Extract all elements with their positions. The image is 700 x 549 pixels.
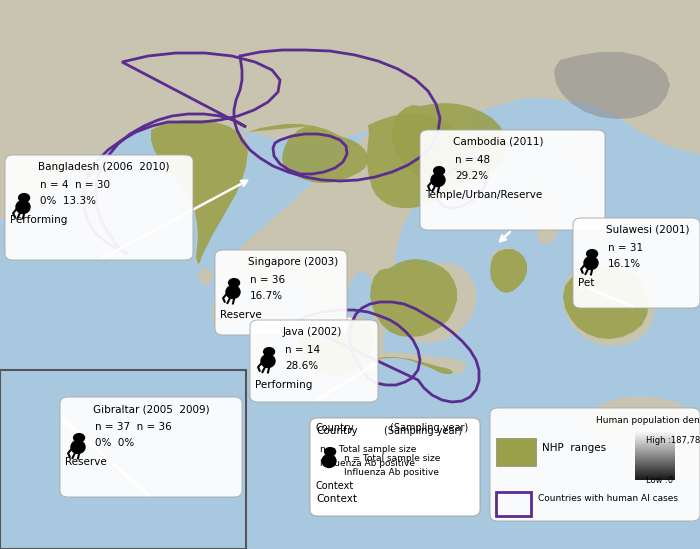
Text: n = 36: n = 36	[250, 275, 285, 285]
Text: n = Total sample size: n = Total sample size	[320, 445, 416, 454]
Text: n = 4  n = 30: n = 4 n = 30	[40, 180, 110, 190]
FancyBboxPatch shape	[5, 155, 193, 260]
Text: Low :0: Low :0	[646, 476, 673, 485]
Text: Gibraltar (2005  2009): Gibraltar (2005 2009)	[93, 404, 209, 414]
Polygon shape	[619, 60, 653, 93]
Text: Country: Country	[316, 426, 358, 436]
Text: Human population density: Human population density	[596, 416, 700, 425]
Text: n = Total sample size: n = Total sample size	[344, 454, 440, 463]
Circle shape	[433, 166, 445, 176]
Text: (Sampling year): (Sampling year)	[384, 426, 462, 436]
Polygon shape	[362, 352, 466, 374]
Polygon shape	[572, 138, 591, 166]
Text: n = 31: n = 31	[608, 243, 643, 253]
Text: 29.2%: 29.2%	[455, 171, 488, 181]
Ellipse shape	[260, 354, 276, 368]
Text: NHP  ranges: NHP ranges	[542, 443, 606, 453]
Polygon shape	[554, 52, 670, 119]
Text: 16.7%: 16.7%	[250, 291, 283, 301]
FancyBboxPatch shape	[420, 130, 605, 230]
Circle shape	[73, 433, 85, 442]
FancyBboxPatch shape	[490, 408, 700, 521]
Polygon shape	[580, 396, 700, 470]
Polygon shape	[248, 124, 368, 183]
FancyBboxPatch shape	[573, 218, 700, 308]
Text: n = 48: n = 48	[455, 155, 490, 165]
Polygon shape	[659, 35, 677, 55]
Polygon shape	[525, 188, 553, 221]
FancyBboxPatch shape	[310, 418, 480, 516]
Text: Performing: Performing	[10, 215, 67, 225]
Text: Bangladesh (2006  2010): Bangladesh (2006 2010)	[38, 162, 169, 172]
Text: High :187,789: High :187,789	[646, 436, 700, 445]
Polygon shape	[490, 249, 527, 293]
Polygon shape	[297, 318, 375, 376]
Circle shape	[263, 347, 275, 357]
FancyBboxPatch shape	[310, 418, 480, 516]
Ellipse shape	[70, 440, 85, 454]
Polygon shape	[563, 266, 649, 339]
Text: Cambodia (2011): Cambodia (2011)	[453, 137, 543, 147]
Text: n = 37  n = 36: n = 37 n = 36	[95, 422, 172, 432]
Polygon shape	[198, 268, 212, 286]
Circle shape	[228, 278, 240, 288]
Polygon shape	[491, 248, 527, 292]
Text: Performing: Performing	[255, 380, 312, 390]
Text: Pet: Pet	[578, 278, 594, 288]
Ellipse shape	[225, 285, 241, 299]
Text: 16.1%: 16.1%	[608, 259, 641, 269]
Text: n = 14: n = 14	[285, 345, 320, 355]
Text: Java (2002): Java (2002)	[283, 327, 342, 337]
Ellipse shape	[321, 454, 337, 468]
Text: Reserve: Reserve	[220, 310, 262, 320]
Polygon shape	[563, 263, 655, 346]
Polygon shape	[152, 118, 248, 265]
Polygon shape	[367, 114, 472, 208]
Circle shape	[586, 249, 598, 259]
Text: Context: Context	[315, 481, 354, 491]
FancyBboxPatch shape	[60, 397, 242, 497]
Polygon shape	[295, 316, 376, 376]
Polygon shape	[212, 106, 473, 362]
Polygon shape	[151, 120, 248, 264]
Text: Country: Country	[315, 423, 354, 433]
Ellipse shape	[583, 256, 598, 270]
Circle shape	[18, 193, 30, 203]
Ellipse shape	[430, 173, 446, 187]
Text: Singapore (2003): Singapore (2003)	[248, 257, 338, 267]
Text: 0%  13.3%: 0% 13.3%	[40, 196, 96, 206]
Polygon shape	[392, 103, 507, 183]
Text: Influenza Ab positive: Influenza Ab positive	[320, 459, 415, 468]
Polygon shape	[537, 220, 558, 244]
Polygon shape	[640, 48, 660, 70]
Polygon shape	[386, 262, 476, 343]
Text: Context: Context	[316, 494, 357, 504]
Text: Reserve: Reserve	[65, 457, 106, 467]
Polygon shape	[370, 259, 457, 337]
FancyBboxPatch shape	[496, 438, 536, 466]
Polygon shape	[364, 357, 453, 374]
Text: Countries with human AI cases: Countries with human AI cases	[538, 494, 678, 503]
Text: (Sampling year): (Sampling year)	[390, 423, 468, 433]
Text: 28.6%: 28.6%	[285, 361, 318, 371]
Polygon shape	[0, 0, 700, 220]
Text: Influenza Ab positive: Influenza Ab positive	[344, 468, 439, 477]
Text: Temple/Urban/Reserve: Temple/Urban/Reserve	[425, 190, 542, 200]
FancyBboxPatch shape	[250, 320, 378, 402]
Ellipse shape	[15, 200, 31, 214]
Text: Sulawesi (2001): Sulawesi (2001)	[606, 225, 690, 235]
Circle shape	[324, 447, 336, 457]
FancyBboxPatch shape	[215, 250, 347, 335]
Text: 0%  0%: 0% 0%	[95, 438, 134, 448]
